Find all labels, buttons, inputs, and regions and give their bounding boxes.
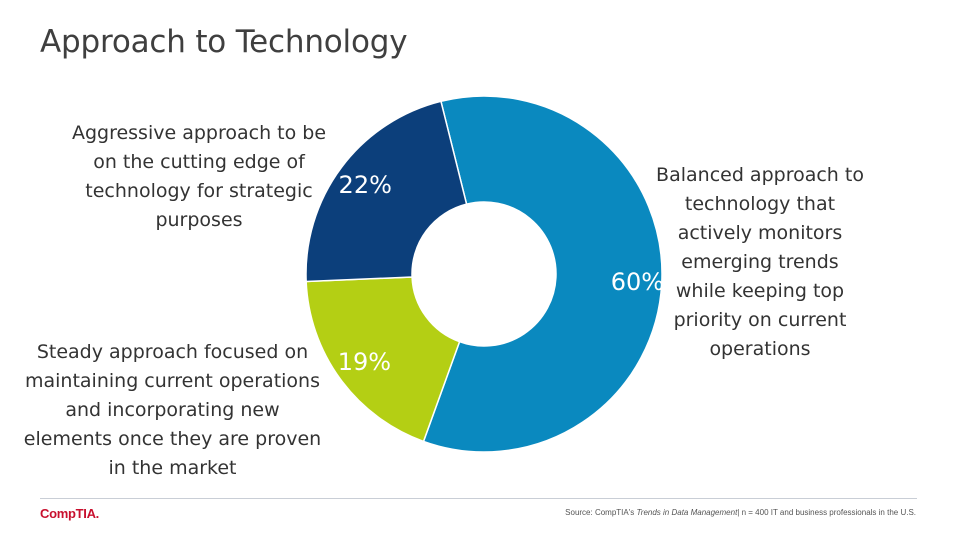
value-label-steady: 19% — [338, 348, 391, 376]
slice-aggressive — [305, 100, 468, 283]
callout-steady: Steady approach focused on maintaining c… — [23, 341, 322, 479]
slice-balanced — [422, 95, 663, 453]
callout-aggressive: Aggressive approach to be on the cutting… — [71, 122, 327, 231]
page-title: Approach to Technology — [40, 24, 408, 60]
source-suffix: | n = 400 IT and business professionals … — [737, 508, 916, 517]
callout-balanced: Balanced approach to technology that act… — [656, 164, 864, 360]
comptia-logo: CompTIA. — [40, 506, 99, 521]
value-label-balanced: 60% — [611, 268, 664, 296]
footer-divider — [40, 498, 917, 499]
slice-steady — [305, 276, 461, 443]
source-prefix: Source: CompTIA's — [565, 508, 635, 517]
source-note: Source: CompTIA's Trends in Data Managem… — [565, 508, 916, 517]
value-label-aggressive: 22% — [339, 171, 392, 199]
source-title: Trends in Data Management — [636, 508, 738, 517]
